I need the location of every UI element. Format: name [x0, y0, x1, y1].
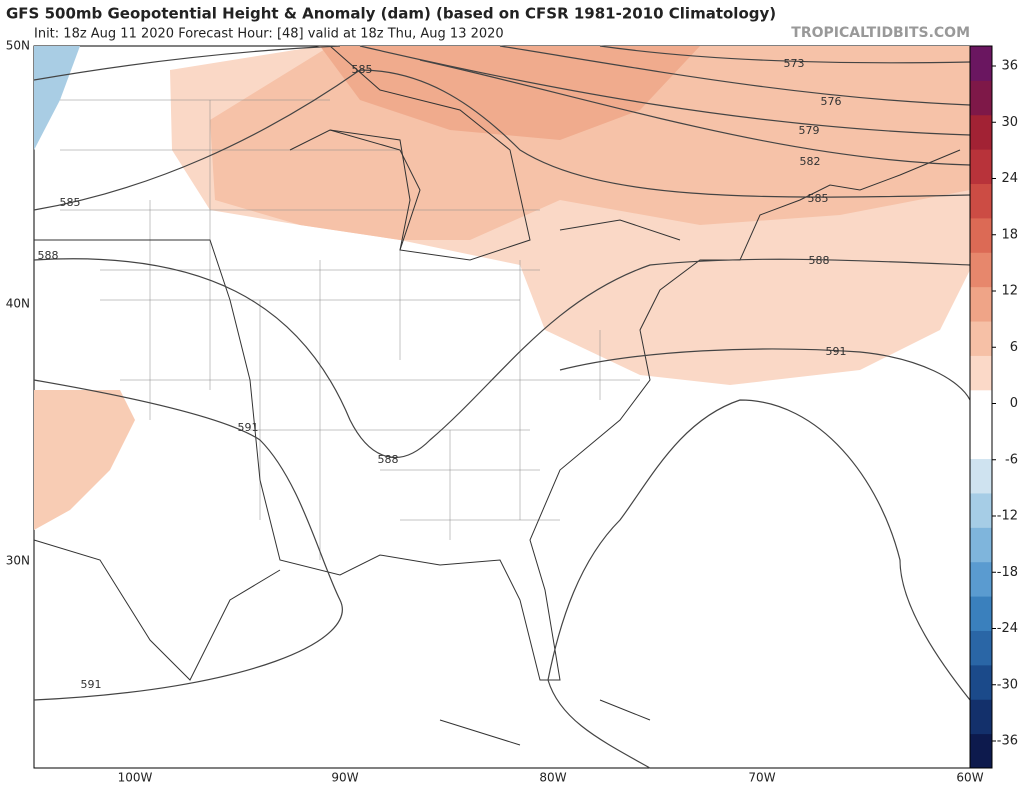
- contour-label: 588: [38, 249, 59, 262]
- contour-label: 585: [352, 63, 373, 76]
- colorbar-cell: [970, 458, 992, 494]
- colorbar-cell: [970, 217, 992, 253]
- contour-label: 591: [238, 421, 259, 434]
- colorbar-cell: [970, 321, 992, 356]
- colorbar-label: 12: [1001, 284, 1018, 299]
- anomaly-sw: [34, 390, 135, 530]
- colorbar-cell: [970, 46, 992, 81]
- colorbar-label: 0: [1010, 396, 1018, 411]
- anomaly-strong: [320, 46, 700, 140]
- contour-label: 576: [821, 95, 842, 108]
- colorbar-cell: [970, 699, 992, 735]
- colorbar-cell: [970, 286, 992, 322]
- colorbar-cell: [970, 424, 992, 460]
- colorbar-cell: [970, 389, 992, 425]
- lat-label: 50N: [6, 39, 30, 53]
- anomaly-neg: [34, 46, 80, 150]
- colorbar-label: -12: [997, 509, 1018, 524]
- contour-label: 588: [378, 453, 399, 466]
- colorbar-label: 24: [1001, 171, 1018, 186]
- contour-label: 588: [809, 254, 830, 267]
- colorbar-cell: [970, 492, 992, 528]
- colorbar-label: -36: [997, 734, 1018, 749]
- lat-label: 40N: [6, 297, 30, 311]
- contour-label: 591: [81, 678, 102, 691]
- lon-label: 80W: [539, 771, 566, 785]
- lon-label: 100W: [118, 771, 153, 785]
- colorbar-cell: [970, 149, 992, 185]
- lon-label: 60W: [956, 771, 983, 785]
- map: [33, 45, 971, 769]
- colorbar-label: -30: [997, 677, 1018, 692]
- colorbar-label: -24: [997, 621, 1018, 636]
- contours: [33, 45, 971, 769]
- colorbar-cell: [970, 630, 992, 666]
- contour-label: 585: [60, 196, 81, 209]
- colorbar-cell: [970, 596, 992, 631]
- colorbar-label: 30: [1001, 115, 1018, 130]
- colorbar-outline: [969, 45, 993, 769]
- lon-label: 90W: [331, 771, 358, 785]
- colorbar-label: -6: [1005, 452, 1018, 467]
- contour-label: 573: [784, 57, 805, 70]
- colorbar-label: 6: [1010, 340, 1018, 355]
- colorbar-cell: [970, 355, 992, 391]
- watermark: TROPICALTIDBITS.COM: [791, 25, 970, 41]
- title: GFS 500mb Geopotential Height & Anomaly …: [6, 5, 776, 23]
- colorbar-label: 36: [1001, 59, 1018, 74]
- colorbar-cell: [970, 114, 992, 150]
- contour-label: 582: [800, 155, 821, 168]
- contour-label: 579: [799, 124, 820, 137]
- colorbar-cell: [970, 527, 992, 563]
- lon-label: 70W: [748, 771, 775, 785]
- colorbar-cell: [970, 183, 992, 219]
- contour-label: 591: [826, 345, 847, 358]
- subtitle: Init: 18z Aug 11 2020 Forecast Hour: [48…: [34, 27, 504, 42]
- lat-label: 30N: [6, 554, 30, 568]
- colorbar-cell: [970, 733, 992, 769]
- colorbar-label: -18: [997, 565, 1018, 580]
- colorbar-cell: [970, 252, 992, 288]
- state-lines: [60, 99, 640, 560]
- colorbar-cell: [970, 561, 992, 597]
- contour-label: 585: [808, 192, 829, 205]
- colorbar-cell: [970, 664, 992, 700]
- colorbar-cell: [970, 80, 992, 116]
- colorbar-label: 18: [1001, 227, 1018, 242]
